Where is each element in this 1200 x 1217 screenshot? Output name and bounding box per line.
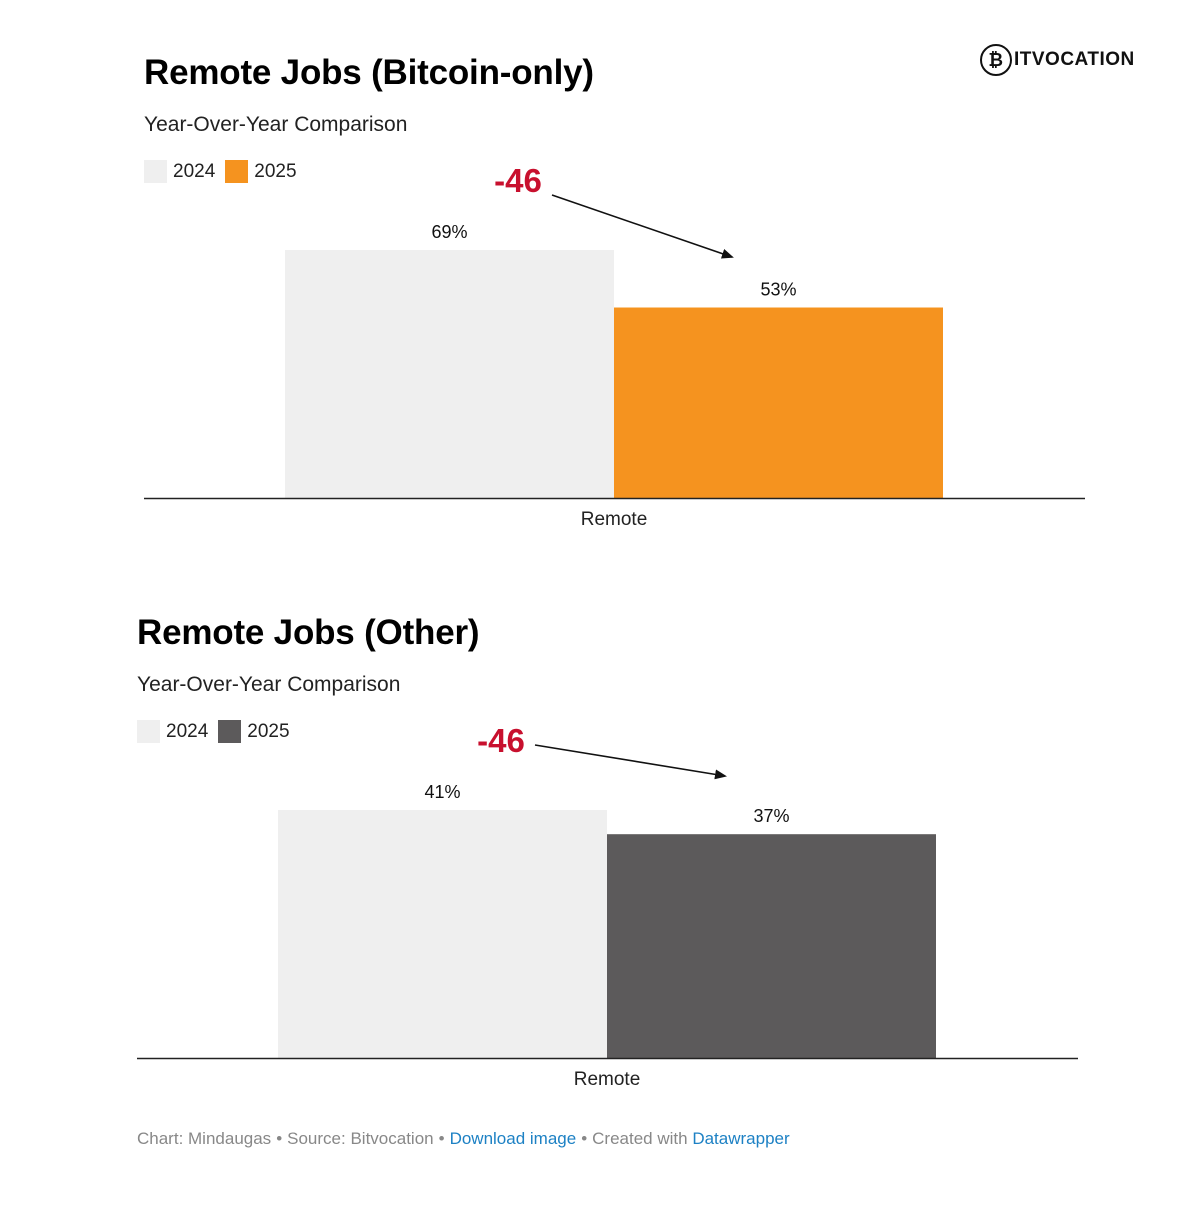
bar-value-label-2024: 69% <box>431 222 467 242</box>
legend-item-2025: 2025 <box>218 720 290 743</box>
bar-2024 <box>285 250 614 498</box>
legend-swatch-2024 <box>144 160 167 183</box>
bar-2025 <box>614 307 943 498</box>
bar-chart-svg: 41% 37% Remote -46 <box>137 722 1078 1090</box>
footer-separator: • <box>438 1129 445 1148</box>
bar-value-label-2025: 53% <box>760 280 796 300</box>
category-label: Remote <box>574 1069 641 1090</box>
logo-text: ITVOCATION <box>1014 49 1135 70</box>
legend: 2024 2025 <box>144 160 307 183</box>
legend-label-2025: 2025 <box>247 720 290 742</box>
annotation-label: -46 <box>477 722 525 759</box>
chart-bitcoin-only: Remote Jobs (Bitcoin-only) Year-Over-Yea… <box>0 0 1200 560</box>
bar-value-label-2025: 37% <box>753 806 789 826</box>
legend-item-2025: 2025 <box>225 160 297 183</box>
footer-created-with: Created with <box>592 1129 688 1148</box>
footer-separator: • <box>276 1129 283 1148</box>
footer-chart-credit: Chart: Mindaugas <box>137 1129 272 1148</box>
legend: 2024 2025 <box>137 720 300 743</box>
download-image-link[interactable]: Download image <box>449 1129 577 1148</box>
legend-item-2024: 2024 <box>137 720 208 743</box>
bar-2024 <box>278 810 607 1058</box>
chart-title: Remote Jobs (Other) <box>137 613 480 652</box>
bitcoin-logo-icon: ₿ <box>980 44 1012 76</box>
bar-2025 <box>607 834 936 1058</box>
datawrapper-link[interactable]: Datawrapper <box>692 1129 790 1148</box>
bar-value-label-2024: 41% <box>424 782 460 802</box>
legend-swatch-2024 <box>137 720 160 743</box>
footer-separator: • <box>581 1129 588 1148</box>
annotation-label: -46 <box>494 162 542 199</box>
legend-label-2024: 2024 <box>166 720 209 742</box>
legend-swatch-2025 <box>218 720 242 743</box>
annotation-arrow <box>551 194 734 259</box>
legend-label-2024: 2024 <box>173 160 216 182</box>
bitvocation-logo: ₿ ITVOCATION <box>980 44 1135 76</box>
chart-subtitle: Year-Over-Year Comparison <box>137 673 401 696</box>
bar-chart-svg: 69% 53% Remote -46 <box>144 162 1085 530</box>
chart-subtitle: Year-Over-Year Comparison <box>144 113 408 136</box>
legend-item-2024: 2024 <box>144 160 215 183</box>
category-label: Remote <box>581 509 648 530</box>
chart-footer: Chart: Mindaugas • Source: Bitvocation • Dow… <box>137 1129 790 1149</box>
chart-title: Remote Jobs (Bitcoin-only) <box>144 53 594 92</box>
legend-label-2025: 2025 <box>254 160 297 182</box>
legend-swatch-2025 <box>225 160 249 183</box>
footer-source: Source: Bitvocation <box>287 1129 434 1148</box>
chart-other: Remote Jobs (Other) Year-Over-Year Compa… <box>0 560 1200 1100</box>
annotation-arrow <box>534 744 727 780</box>
